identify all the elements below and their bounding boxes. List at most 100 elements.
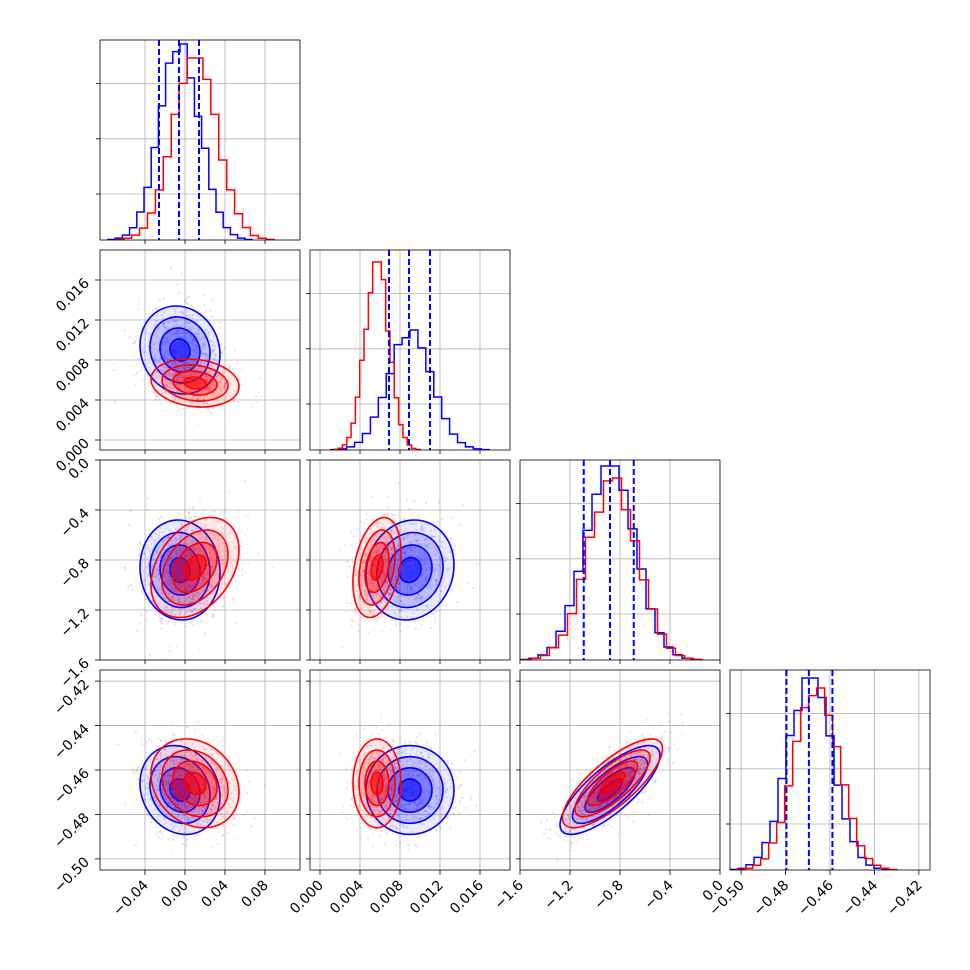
scatter-point <box>363 561 366 564</box>
scatter-point <box>415 539 418 542</box>
scatter-point <box>371 831 374 834</box>
scatter-point <box>142 346 145 349</box>
scatter-point <box>253 817 256 820</box>
scatter-point <box>123 566 126 569</box>
scatter-point <box>436 520 440 523</box>
scatter-point <box>435 579 438 582</box>
scatter-point <box>219 790 222 793</box>
scatter-point <box>209 564 212 567</box>
scatter-point <box>175 550 178 554</box>
scatter-point <box>457 786 460 789</box>
scatter-point <box>206 791 209 794</box>
scatter-point <box>201 579 205 582</box>
scatter-point <box>192 593 195 596</box>
scatter-point <box>425 568 428 572</box>
scatter-point <box>168 372 171 375</box>
scatter-point <box>166 380 169 383</box>
scatter-point <box>209 309 212 312</box>
scatter-point <box>203 303 206 306</box>
scatter-point <box>211 299 215 303</box>
scatter-point <box>348 782 352 785</box>
scatter-point <box>220 585 224 589</box>
scatter-point <box>194 341 198 344</box>
scatter-point <box>187 818 190 822</box>
scatter-point <box>389 552 392 555</box>
scatter-point <box>161 540 164 543</box>
scatter-point <box>189 360 192 363</box>
scatter-point <box>143 767 147 770</box>
scatter-point <box>452 549 455 552</box>
scatter-point <box>135 334 138 338</box>
scatter-point <box>438 539 441 543</box>
scatter-point <box>366 565 370 569</box>
scatter-point <box>205 378 209 381</box>
scatter-point <box>424 765 427 769</box>
scatter-point <box>196 720 199 723</box>
scatter-point <box>158 382 161 385</box>
scatter-point <box>200 543 203 546</box>
scatter-point <box>369 805 372 808</box>
scatter-point <box>203 397 206 400</box>
scatter-point <box>185 529 188 532</box>
scatter-point <box>216 573 219 576</box>
scatter-point <box>152 539 155 542</box>
scatter-point <box>200 759 203 762</box>
scatter-point <box>208 540 211 544</box>
scatter-point <box>385 581 388 584</box>
scatter-point <box>360 588 363 591</box>
scatter-point <box>387 593 390 596</box>
scatter-point <box>193 796 196 799</box>
scatter-point <box>202 793 205 796</box>
scatter-point <box>209 402 212 405</box>
scatter-point <box>155 307 158 310</box>
scatter-point <box>184 805 187 808</box>
scatter-point <box>420 580 423 583</box>
scatter-point <box>188 388 191 391</box>
scatter-point <box>149 372 152 375</box>
scatter-point <box>212 803 215 806</box>
scatter-point <box>434 553 437 556</box>
scatter-point <box>383 550 386 553</box>
scatter-point <box>211 585 214 588</box>
scatter-point <box>382 589 385 592</box>
scatter-point <box>134 844 137 847</box>
scatter-point <box>166 367 169 370</box>
scatter-point <box>470 798 473 801</box>
scatter-point <box>205 386 208 389</box>
scatter-point <box>191 742 194 745</box>
scatter-point <box>206 589 209 592</box>
scatter-point <box>381 526 384 529</box>
scatter-point <box>222 787 226 790</box>
scatter-point <box>171 589 174 592</box>
scatter-point <box>414 770 417 773</box>
scatter-point <box>202 767 205 770</box>
scatter-point <box>142 552 146 556</box>
scatter-point <box>190 353 193 356</box>
scatter-point <box>171 838 174 841</box>
scatter-point <box>204 310 207 313</box>
scatter-point <box>146 374 149 377</box>
scatter-point <box>199 375 203 378</box>
scatter-point <box>423 792 426 795</box>
scatter-point <box>177 377 180 380</box>
scatter-point <box>196 834 199 837</box>
scatter-point <box>192 616 195 619</box>
scatter-point <box>419 762 422 765</box>
scatter-point <box>177 382 180 386</box>
scatter-point <box>144 338 147 341</box>
scatter-point <box>272 565 275 568</box>
scatter-point <box>390 529 393 532</box>
scatter-point <box>171 563 175 566</box>
scatter-point <box>201 800 204 803</box>
scatter-point <box>168 402 171 405</box>
scatter-point <box>196 397 200 400</box>
scatter-point <box>418 549 421 552</box>
scatter-point <box>189 553 192 556</box>
scatter-point <box>189 622 192 625</box>
scatter-point <box>184 331 187 335</box>
scatter-point <box>214 591 217 595</box>
scatter-point <box>198 362 201 366</box>
scatter-point <box>390 588 393 592</box>
scatter-point <box>210 548 213 551</box>
scatter-point <box>371 581 375 584</box>
